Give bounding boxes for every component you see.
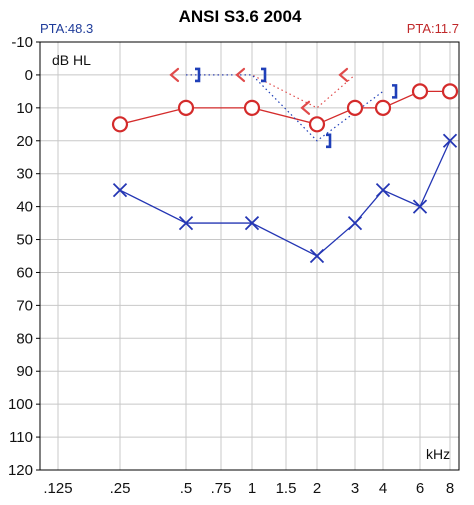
pta-left-label: PTA:48.3 (40, 21, 93, 36)
x-tick-label: 6 (416, 480, 424, 497)
series-marks (111, 67, 459, 264)
bone-conduction-left-marker (326, 133, 332, 149)
x-tick-label: 1 (248, 480, 256, 497)
x-tick-label: .5 (180, 480, 193, 497)
right-ear-circle-marker (177, 99, 195, 116)
bone-conduction-left-marker (392, 84, 398, 99)
right-ear-circle-marker (441, 83, 459, 100)
x-tick-label: .25 (110, 480, 131, 497)
x-tick-label: 8 (446, 480, 454, 497)
x-tick-label: 4 (379, 480, 387, 497)
bone-conduction-left-marker (195, 67, 201, 83)
series-lines (119, 74, 451, 257)
x-marker-stroke (178, 215, 194, 231)
series-line (186, 74, 384, 142)
x-marker-stroke (412, 199, 428, 214)
y-tick-label: 10 (16, 100, 33, 117)
x-tick-label: 2 (313, 480, 321, 497)
y-tick-label: 20 (16, 133, 33, 150)
bone-conduction-right-marker (338, 67, 349, 83)
right-ear-circle-marker (374, 99, 392, 116)
left-ear-x-marker (375, 183, 391, 198)
x-tick-label: 3 (351, 480, 359, 497)
series-line (119, 140, 451, 257)
y-tick-label: 40 (16, 199, 33, 216)
x-marker-stroke (112, 183, 128, 198)
bone-conduction-right-marker (169, 67, 180, 83)
x-marker-stroke (309, 248, 325, 264)
x-marker-stroke (375, 183, 391, 198)
right-ear-circle-marker (111, 116, 129, 133)
chart-title: ANSI S3.6 2004 (179, 7, 302, 26)
y-tick-label: 50 (16, 232, 33, 249)
right-ear-circle-marker (243, 99, 261, 116)
bone-conduction-left-marker (261, 67, 267, 83)
y-tick-label: 30 (16, 166, 33, 183)
plot-frame (39, 41, 460, 471)
right-ear-circle-marker (308, 116, 326, 133)
right-ear-circle-marker (411, 83, 429, 100)
left-ear-x-marker (309, 248, 325, 264)
y-tick-label: 100 (8, 396, 33, 413)
x-tick-label: .125 (43, 480, 72, 497)
x-axis-unit-label: kHz (426, 446, 450, 462)
y-tick-label: 80 (16, 330, 33, 347)
bone-conduction-right-marker (300, 100, 311, 115)
left-ear-x-marker (178, 215, 194, 231)
left-ear-x-marker (412, 199, 428, 214)
y-tick-label: 0 (25, 67, 33, 84)
x-marker-stroke (442, 133, 458, 148)
bone-conduction-right-marker (235, 67, 246, 83)
y-tick-label: 110 (9, 429, 33, 446)
right-ear-circle-marker (346, 99, 364, 116)
x-marker-stroke (347, 215, 363, 231)
x-axis: .125 .25 .5 .75 1 1.5 2 3 4 6 8 (43, 480, 454, 497)
left-ear-x-marker (112, 183, 128, 198)
y-tick-label: 120 (8, 462, 33, 479)
y-tick-label: 70 (16, 297, 33, 314)
left-ear-x-marker (442, 133, 458, 148)
x-tick-label: .75 (211, 480, 232, 497)
y-tick-label: -10 (11, 34, 33, 51)
y-tick-label: 60 (16, 264, 33, 281)
series-line (186, 74, 356, 109)
x-tick-label: 1.5 (276, 480, 297, 497)
y-axis: -10 0 10 20 30 40 50 60 70 80 90 100 110 120 (8, 34, 40, 479)
left-ear-x-marker (244, 215, 260, 231)
pta-right-label: PTA:11.7 (407, 21, 459, 36)
y-axis-label: dB HL (52, 52, 91, 68)
x-marker-stroke (244, 215, 260, 231)
left-ear-x-marker (347, 215, 363, 231)
y-tick-label: 90 (16, 363, 33, 380)
